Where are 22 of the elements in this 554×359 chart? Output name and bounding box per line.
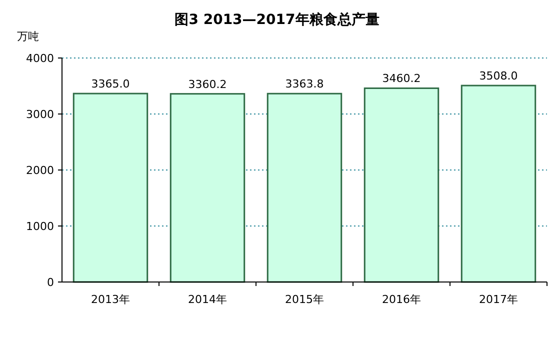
- x-tick-label: 2013年: [91, 293, 130, 306]
- bar: [266, 92, 342, 283]
- y-tick-label: 2000: [26, 164, 54, 177]
- y-tick-label: 3000: [26, 108, 54, 121]
- y-tick-label: 4000: [26, 52, 54, 65]
- data-label: 3360.2: [188, 78, 227, 91]
- bar: [364, 87, 440, 283]
- x-tick-label: 2015年: [285, 293, 324, 306]
- data-label: 3460.2: [382, 72, 421, 86]
- bar: [460, 84, 536, 283]
- x-tick-label: 2014年: [188, 293, 227, 306]
- y-axis-title: 万吨: [17, 30, 39, 43]
- data-label: 3363.8: [285, 78, 324, 91]
- bar: [72, 92, 148, 283]
- y-tick-label: 1000: [26, 220, 54, 233]
- bar: [170, 93, 246, 283]
- y-tick-label: 0: [47, 276, 54, 289]
- x-tick-label: 2017年: [479, 293, 518, 306]
- data-label: 3365.0: [91, 78, 130, 91]
- chart-title: 图3 2013—2017年粮食总产量: [174, 11, 380, 28]
- data-label: 3508.0: [479, 70, 518, 83]
- x-tick-label: 2016年: [382, 293, 421, 306]
